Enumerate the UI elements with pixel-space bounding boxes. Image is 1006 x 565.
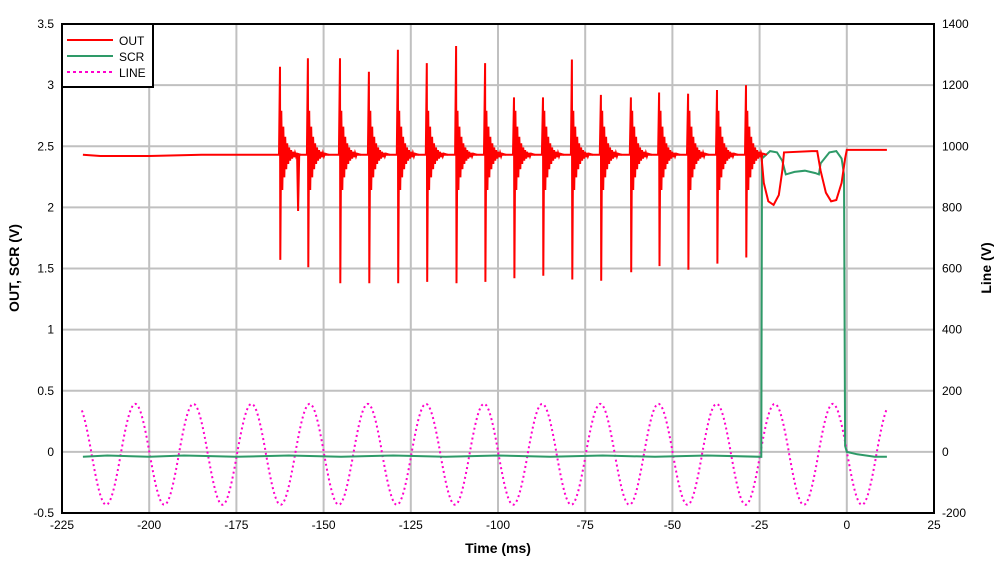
series-out-line <box>760 148 887 207</box>
y-axis-label: OUT, SCR (V) <box>6 224 22 312</box>
series-out-spike <box>395 49 420 284</box>
x-tick-label: -100 <box>486 518 510 532</box>
y2-axis-label: Line (V) <box>978 242 994 293</box>
x-axis-label: Time (ms) <box>465 540 531 556</box>
series-out-spike <box>628 97 653 273</box>
legend: OUT SCR LINE <box>61 23 154 88</box>
series-out-spike <box>598 94 623 281</box>
y-tick-label: -0.5 <box>33 506 54 520</box>
y-tick-label: 1.5 <box>37 262 54 276</box>
series-out-spike <box>424 63 449 282</box>
y2-tick-label: 200 <box>942 384 962 398</box>
y-tick-label: 0.5 <box>37 384 54 398</box>
grid <box>61 23 935 514</box>
y-tick-label: 3.5 <box>37 17 54 31</box>
y2-tick-label: 0 <box>942 445 949 459</box>
y2-tick-label: 400 <box>942 323 962 337</box>
series-out-spike <box>657 92 681 267</box>
series-out-spike <box>512 97 536 279</box>
y2-tick-label: 800 <box>942 200 962 214</box>
series-line-line <box>80 402 888 506</box>
x-tick-label: 25 <box>927 518 941 532</box>
series-out-spike <box>569 59 594 280</box>
x-tick-label: -225 <box>50 518 74 532</box>
plot-frame <box>61 23 935 514</box>
y2-tick-label: 1200 <box>942 78 969 92</box>
x-tick-label: 0 <box>843 518 850 532</box>
y-tick-label: 1 <box>47 323 54 337</box>
y-tick-label: 2.5 <box>37 139 54 153</box>
series-out-spike <box>715 89 739 264</box>
x-tick-label: -125 <box>399 518 423 532</box>
y2-tick-label: 1000 <box>942 139 969 153</box>
series-out-spike <box>686 93 710 270</box>
legend-label-scr: SCR <box>119 50 145 64</box>
series-out-baseline <box>82 153 760 157</box>
x-tick-label: -175 <box>224 518 248 532</box>
x-tick-label: -50 <box>664 518 682 532</box>
y-tick-label: 3 <box>47 78 54 92</box>
y2-tick-label: -200 <box>942 506 966 520</box>
series-scr-line <box>82 149 887 458</box>
series-out-spike <box>744 85 768 258</box>
legend-label-line: LINE <box>119 66 146 80</box>
series-out-dip <box>296 154 301 212</box>
y2-tick-label: 600 <box>942 262 962 276</box>
tick-labels: -225 -200 -175 -150 -125 -100 -75 -50 -25 0 25 -0.5… <box>33 17 969 532</box>
series-layer <box>80 45 888 506</box>
series-out-spike <box>337 58 362 284</box>
legend-label-out: OUT <box>119 34 145 48</box>
series-out-spike <box>483 63 507 282</box>
y-tick-label: 2 <box>47 200 54 214</box>
y2-tick-label: 1400 <box>942 17 969 31</box>
x-tick-label: -75 <box>577 518 595 532</box>
y-tick-label: 0 <box>47 445 54 459</box>
series-out-spike <box>305 58 330 268</box>
x-tick-label: -150 <box>312 518 336 532</box>
series-out-spike <box>366 71 391 284</box>
series-out-spike <box>540 97 565 276</box>
series-out-spike <box>278 66 302 260</box>
x-tick-label: -25 <box>751 518 769 532</box>
x-tick-label: -200 <box>137 518 161 532</box>
series-out-spike <box>454 45 478 284</box>
